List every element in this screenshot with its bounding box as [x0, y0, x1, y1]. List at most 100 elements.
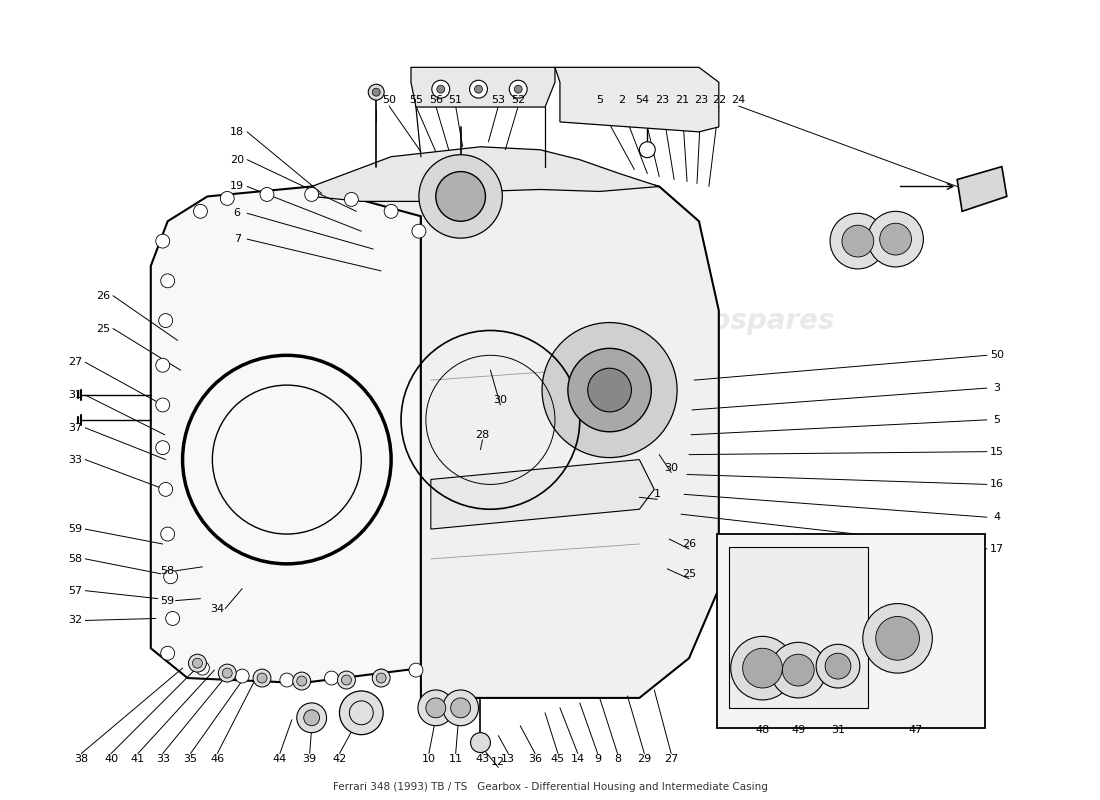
Circle shape — [374, 669, 388, 683]
Text: Ferrari 348 (1993) TB / TS   Gearbox - Differential Housing and Intermediate Cas: Ferrari 348 (1993) TB / TS Gearbox - Dif… — [332, 782, 768, 792]
Circle shape — [770, 642, 826, 698]
Circle shape — [158, 314, 173, 327]
Text: 27: 27 — [664, 754, 679, 765]
Circle shape — [474, 86, 483, 93]
Text: 43: 43 — [475, 754, 490, 765]
Text: 27: 27 — [68, 358, 82, 367]
Text: 5: 5 — [596, 95, 603, 105]
Text: 38: 38 — [74, 754, 88, 765]
Circle shape — [220, 191, 234, 206]
Circle shape — [368, 84, 384, 100]
Circle shape — [235, 669, 249, 683]
Text: 51: 51 — [449, 95, 463, 105]
Circle shape — [830, 214, 886, 269]
Circle shape — [418, 690, 453, 726]
Circle shape — [376, 673, 386, 683]
Polygon shape — [728, 547, 868, 708]
Circle shape — [218, 664, 236, 682]
Text: 48: 48 — [756, 725, 770, 734]
Circle shape — [568, 348, 651, 432]
Circle shape — [880, 223, 912, 255]
Text: 56: 56 — [429, 95, 443, 105]
Circle shape — [161, 646, 175, 660]
Polygon shape — [556, 67, 718, 132]
Circle shape — [260, 187, 274, 202]
Circle shape — [166, 611, 179, 626]
Text: 14: 14 — [571, 754, 585, 765]
Text: 33: 33 — [68, 454, 82, 465]
Circle shape — [587, 368, 631, 412]
Circle shape — [341, 675, 351, 685]
Circle shape — [515, 86, 522, 93]
Circle shape — [742, 648, 782, 688]
Polygon shape — [411, 67, 556, 107]
Circle shape — [344, 193, 359, 206]
Circle shape — [305, 187, 319, 202]
Text: eurospares: eurospares — [156, 306, 332, 334]
Text: 54: 54 — [636, 95, 649, 105]
Circle shape — [639, 142, 656, 158]
Text: 33: 33 — [156, 754, 169, 765]
Text: 18: 18 — [230, 127, 244, 137]
Text: 8: 8 — [614, 754, 622, 765]
Text: 40: 40 — [104, 754, 118, 765]
Text: 46: 46 — [210, 754, 224, 765]
Text: 23: 23 — [694, 95, 708, 105]
Polygon shape — [957, 166, 1006, 211]
Circle shape — [451, 698, 471, 718]
Circle shape — [192, 658, 202, 668]
Text: eurospares: eurospares — [659, 306, 835, 334]
Circle shape — [188, 654, 207, 672]
Circle shape — [297, 676, 307, 686]
Circle shape — [222, 668, 232, 678]
Text: 49: 49 — [791, 725, 805, 734]
Text: 26: 26 — [96, 290, 110, 301]
Circle shape — [257, 673, 267, 683]
Text: 17: 17 — [990, 544, 1004, 554]
Text: 6: 6 — [233, 208, 241, 218]
Circle shape — [825, 654, 851, 679]
Text: 7: 7 — [233, 234, 241, 244]
Circle shape — [471, 733, 491, 753]
Circle shape — [158, 482, 173, 496]
Circle shape — [442, 690, 478, 726]
Text: 59: 59 — [161, 595, 175, 606]
Text: 13: 13 — [502, 754, 515, 765]
Text: 45: 45 — [551, 754, 565, 765]
Text: 53: 53 — [492, 95, 505, 105]
Text: 26: 26 — [682, 539, 696, 549]
Text: 3: 3 — [993, 383, 1000, 393]
Text: 47: 47 — [909, 725, 923, 734]
Polygon shape — [151, 186, 421, 683]
Circle shape — [161, 527, 175, 541]
Text: 25: 25 — [96, 323, 110, 334]
Text: 36: 36 — [528, 754, 542, 765]
Circle shape — [340, 691, 383, 734]
Text: 35: 35 — [184, 754, 198, 765]
Circle shape — [436, 171, 485, 222]
Circle shape — [156, 234, 169, 248]
Circle shape — [426, 698, 446, 718]
Circle shape — [842, 226, 873, 257]
Circle shape — [412, 224, 426, 238]
Text: 4: 4 — [993, 512, 1000, 522]
Circle shape — [542, 322, 678, 458]
Text: 23: 23 — [656, 95, 669, 105]
Text: 29: 29 — [637, 754, 651, 765]
Circle shape — [164, 570, 177, 584]
Text: 57: 57 — [68, 586, 82, 596]
Circle shape — [862, 603, 933, 673]
Text: 5: 5 — [993, 415, 1000, 425]
Polygon shape — [431, 459, 654, 529]
Circle shape — [782, 654, 814, 686]
Text: 34: 34 — [210, 603, 224, 614]
Text: 31: 31 — [830, 725, 845, 734]
Text: 50: 50 — [990, 350, 1004, 360]
Text: 24: 24 — [732, 95, 746, 105]
Circle shape — [432, 80, 450, 98]
Text: 28: 28 — [475, 430, 490, 440]
Text: 55: 55 — [409, 95, 422, 105]
Text: 42: 42 — [332, 754, 346, 765]
Text: 58: 58 — [68, 554, 82, 564]
Text: 41: 41 — [131, 754, 145, 765]
